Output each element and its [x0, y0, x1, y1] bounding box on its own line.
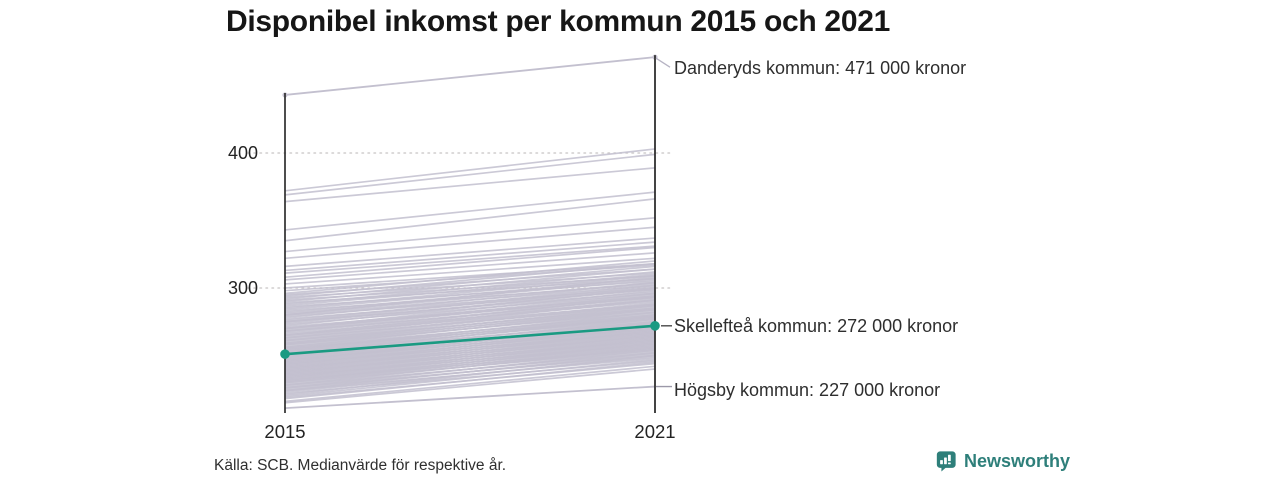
- background-line: [284, 241, 656, 272]
- background-line: [284, 285, 656, 323]
- background-line: [284, 337, 656, 376]
- background-line: [284, 329, 656, 368]
- background-line: [284, 167, 656, 203]
- background-line: [284, 273, 656, 307]
- background-line: [284, 260, 656, 295]
- background-line: [284, 257, 656, 285]
- newsworthy-logo-icon: [935, 450, 957, 472]
- background-line: [284, 361, 656, 400]
- y-axis-tick-300: 300: [227, 278, 258, 298]
- background-line: [284, 302, 656, 341]
- background-line: [284, 237, 656, 268]
- background-line: [284, 345, 656, 384]
- background-line: [284, 270, 656, 306]
- highlight-line-skelleftea: [284, 324, 656, 356]
- background-line: [284, 268, 656, 303]
- labeled-line: [284, 56, 656, 96]
- background-line: [284, 307, 656, 346]
- annotation-hogsby: Högsby kommun: 227 000 kronor: [674, 379, 941, 400]
- background-line: [284, 297, 656, 338]
- background-line: [284, 281, 656, 319]
- background-line: [284, 368, 656, 404]
- background-line: [284, 349, 656, 389]
- background-line: [284, 246, 656, 279]
- background-line: [284, 276, 656, 316]
- background-line: [284, 245, 656, 274]
- background-line: [284, 308, 656, 349]
- background-line: [284, 191, 656, 231]
- x-axis-tick-2015: 2015: [264, 421, 306, 442]
- background-line: [284, 287, 656, 327]
- background-line: [284, 226, 656, 260]
- newsworthy-brand-link[interactable]: Newsworthy: [935, 450, 1070, 472]
- background-line: [284, 275, 656, 310]
- background-line: [284, 304, 656, 345]
- background-line: [284, 346, 656, 387]
- newsworthy-brand-name: Newsworthy: [964, 450, 1071, 471]
- background-line: [284, 262, 656, 289]
- background-line: [284, 262, 656, 297]
- x-axis-tick-2021: 2021: [634, 421, 676, 442]
- background-line: [284, 315, 656, 355]
- connector-danderyd: [655, 57, 671, 68]
- background-line: [284, 292, 656, 331]
- background-line: [284, 153, 656, 196]
- background-line: [284, 252, 656, 281]
- highlight-dot-2015: [280, 349, 290, 359]
- annotation-danderyd: Danderyds kommun: 471 000 kronor: [674, 58, 967, 79]
- background-line: [284, 358, 656, 397]
- background-line: [284, 265, 656, 300]
- labeled-line: [284, 385, 656, 410]
- background-line: [284, 148, 656, 192]
- background-line: [284, 314, 656, 353]
- background-line: [284, 198, 656, 242]
- source-note: Källa: SCB. Medianvärde för respektive å…: [214, 457, 507, 474]
- background-line: [284, 299, 656, 339]
- background-line: [284, 216, 656, 253]
- y-axis-tick-400: 400: [227, 143, 258, 163]
- background-line: [284, 324, 656, 364]
- annotation-skelleftea: Skellefteå kommun: 272 000 kronor: [674, 315, 959, 336]
- background-line: [284, 333, 656, 372]
- background-line: [284, 303, 656, 342]
- background-line: [284, 284, 656, 322]
- background-line: [284, 351, 656, 392]
- background-line: [284, 341, 656, 380]
- background-line: [284, 293, 656, 333]
- background-line: [284, 365, 656, 403]
- background-line: [284, 289, 656, 330]
- highlight-dot-2021: [650, 321, 660, 331]
- background-line: [284, 354, 656, 396]
- background-line: [284, 295, 656, 337]
- chart-title: Disponibel inkomst per kommun 2015 och 2…: [226, 5, 890, 38]
